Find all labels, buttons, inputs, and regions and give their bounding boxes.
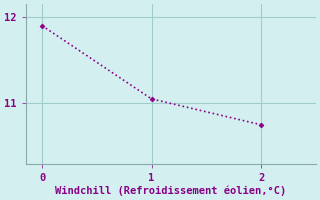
- X-axis label: Windchill (Refroidissement éolien,°C): Windchill (Refroidissement éolien,°C): [55, 185, 286, 196]
